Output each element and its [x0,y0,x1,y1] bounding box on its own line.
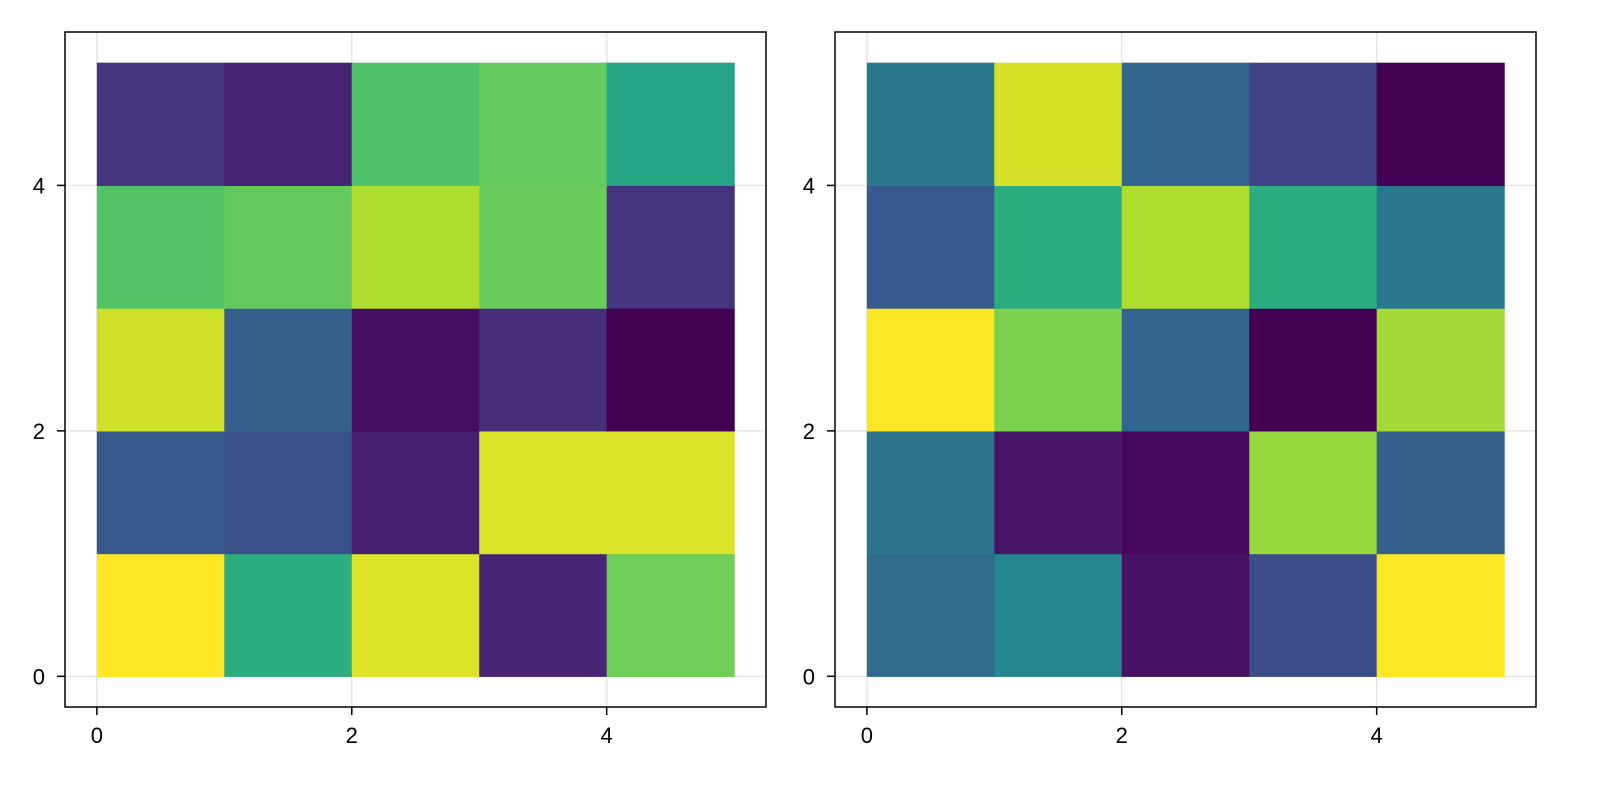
panel-2-heatmap-cell-r0-c1 [994,553,1123,677]
panel-2-heatmap-cell-r4-c4 [1376,62,1505,187]
panel-2-heatmap-cell-r3-c0 [866,185,995,309]
panel-1-heatmap-cell-r3-c0 [96,185,225,309]
panel-2-xtick-label-1: 2 [1116,723,1128,748]
panel-1-heatmap-cell-r1-c0 [96,430,225,555]
panel-1-heatmap-cell-r0-c4 [606,553,735,677]
panel-1-heatmap-cell-r0-c3 [479,553,608,677]
panel-1-heatmap-cell-r4-c2 [351,62,480,187]
panel-2-heatmap-cell-r0-c4 [1376,553,1505,677]
panel-1-xtick-label-0: 0 [91,723,103,748]
panel-2-heatmap-cell-r1-c2 [1121,430,1250,555]
panel-1-heatmap-cell-r3-c2 [351,185,480,309]
panel-2-heatmap-cell-r2-c1 [994,308,1123,432]
panel-1-heatmap-cell-r1-c3 [479,430,608,555]
panel-2-heatmap-cell-r1-c4 [1376,430,1505,555]
panel-1-heatmap-cell-r2-c2 [351,308,480,432]
panel-1-heatmap-cell-r3-c4 [606,185,735,309]
panel-1-heatmap-cell-r4-c0 [96,62,225,187]
panel-2-ytick-label-1: 2 [803,419,815,444]
panel-2-heatmap-cell-r4-c2 [1121,62,1250,187]
panel-2-heatmap-cell-r0-c0 [866,553,995,677]
panel-2-heatmap-cell-r2-c0 [866,308,995,432]
panel-2-heatmap-cell-r1-c1 [994,430,1123,555]
panel-1-ytick-label-0: 0 [33,664,45,689]
panel-2-heatmap-cell-r0-c2 [1121,553,1250,677]
panel-1-heatmap-cell-r1-c2 [351,430,480,555]
panel-1-heatmap-cell-r2-c4 [606,308,735,432]
panel-2-xtick-label-0: 0 [861,723,873,748]
panel-2-heatmap-cell-r3-c3 [1249,185,1378,309]
panel-2-heatmap-cell-r3-c4 [1376,185,1505,309]
panel-1-heatmap-cell-r1-c4 [606,430,735,555]
panel-2-heatmap-cell-r1-c3 [1249,430,1378,555]
panel-1-xtick-label-2: 4 [601,723,613,748]
panel-1-heatmap-cell-r1-c1 [224,430,353,555]
panel-2-heatmap-cell-r4-c3 [1249,62,1378,187]
panel-1-heatmap-cell-r2-c3 [479,308,608,432]
panel-1-heatmap-cell-r0-c0 [96,553,225,677]
panel-2-heatmap-cell-r3-c2 [1121,185,1250,309]
panel-1-heatmap-cell-r0-c2 [351,553,480,677]
panel-1-heatmap-cell-r0-c1 [224,553,353,677]
panel-2-heatmap-cell-r2-c3 [1249,308,1378,432]
panel-1-heatmap-cell-r3-c3 [479,185,608,309]
panel-1-heatmap-cell-r2-c1 [224,308,353,432]
panel-1-axis-frame [64,31,767,708]
panel-2-heatmap-cell-r2-c4 [1376,308,1505,432]
panel-2-heatmap-cell-r3-c1 [994,185,1123,309]
panel-1-heatmap-cell-r2-c0 [96,308,225,432]
panel-2-ytick-label-0: 0 [803,664,815,689]
panel-2-heatmap-cell-r2-c2 [1121,308,1250,432]
panel-1-heatmap-cell-r3-c1 [224,185,353,309]
panel-2-heatmap-cell-r4-c0 [866,62,995,187]
panel-2-axis-frame [834,31,1537,708]
panel-1-heatmap-cell-r4-c1 [224,62,353,187]
panel-2-heatmap-cell-r4-c1 [994,62,1123,187]
panel-2-xtick-label-2: 4 [1371,723,1383,748]
panel-1-xtick-label-1: 2 [346,723,358,748]
panel-1-heatmap-cell-r4-c4 [606,62,735,187]
panel-2-heatmap-cell-r1-c0 [866,430,995,555]
panel-1-ytick-label-1: 2 [33,419,45,444]
panel-2-ytick-label-2: 4 [803,173,815,198]
panel-1-ytick-label-2: 4 [33,173,45,198]
panel-1-heatmap-cell-r4-c3 [479,62,608,187]
panel-2-heatmap-cell-r0-c3 [1249,553,1378,677]
